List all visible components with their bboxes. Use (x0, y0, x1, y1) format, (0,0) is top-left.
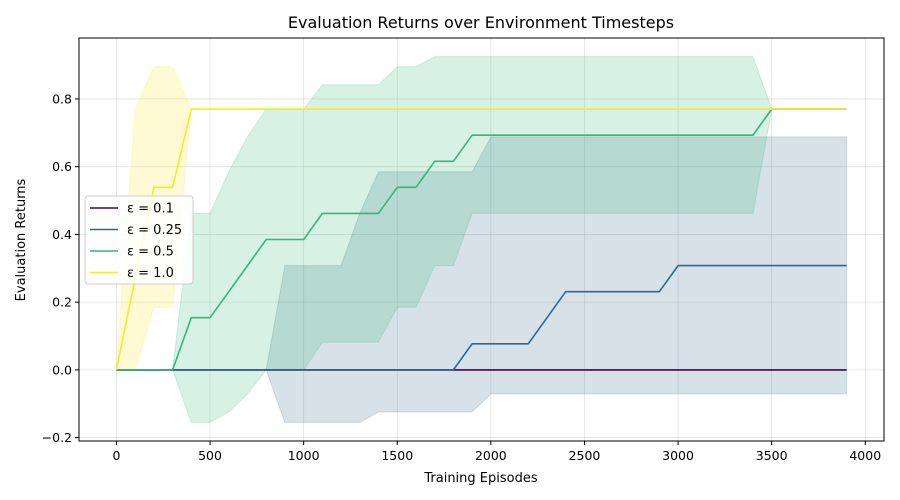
y-axis-title: Evaluation Returns (14, 178, 29, 301)
y-tick-label: 0.6 (52, 159, 72, 174)
confidence-bands (115, 56, 848, 423)
legend-label-3: ε = 0.5 (127, 245, 174, 260)
x-tick-label: 3000 (662, 448, 694, 463)
x-tick-label: 1500 (381, 448, 413, 463)
x-tick-label: 2000 (475, 448, 507, 463)
legend: ε = 0.1 ε = 0.25 ε = 0.5 ε = 1.0 (84, 195, 194, 285)
legend-box (84, 195, 194, 285)
confidence-band-series-3 (116, 56, 847, 423)
legend-label-4: ε = 1.0 (127, 266, 174, 281)
x-axis-ticks: 0 500 1000 1500 2000 2500 3000 3500 4000 (112, 441, 881, 463)
x-tick-label: 1000 (288, 448, 320, 463)
x-tick-label: 500 (198, 448, 222, 463)
chart-title: Evaluation Returns over Environment Time… (288, 13, 674, 32)
series-line-3 (116, 108, 847, 371)
x-tick-label: 3500 (756, 448, 788, 463)
y-axis-ticks: −0.2 0.0 0.2 0.4 0.6 0.8 (42, 91, 79, 445)
x-axis-title: Training Episodes (423, 471, 537, 486)
series-line-2 (116, 264, 847, 371)
x-tick-label: 2500 (569, 448, 601, 463)
y-tick-label: 0.2 (52, 295, 72, 310)
series-lines (115, 108, 847, 371)
y-tick-label: 0.8 (52, 91, 72, 106)
y-tick-label: −0.2 (42, 430, 72, 445)
plot-frame (78, 37, 885, 442)
x-tick-label: 0 (112, 448, 120, 463)
series-line-4 (115, 108, 847, 371)
legend-label-1: ε = 0.1 (127, 202, 174, 217)
y-tick-label: 0.4 (52, 227, 72, 242)
x-tick-label: 4000 (849, 448, 881, 463)
legend-label-2: ε = 0.25 (127, 223, 182, 238)
y-tick-label: 0.0 (52, 362, 72, 377)
